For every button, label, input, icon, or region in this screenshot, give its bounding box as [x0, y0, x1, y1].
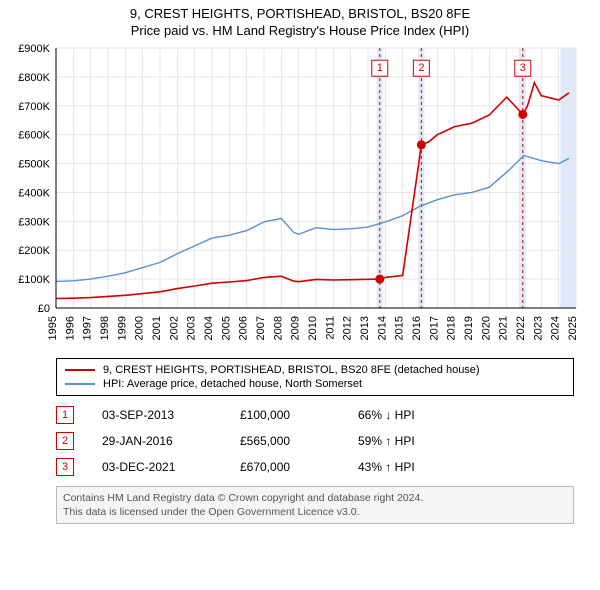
sale-events-table: 1 03-SEP-2013 £100,000 66% ↓ HPI 2 29-JAN-201… — [56, 402, 574, 480]
svg-text:1997: 1997 — [82, 316, 94, 340]
sale-date: 03-DEC-2021 — [102, 460, 212, 474]
sale-hpi-delta: 59% ↑ HPI — [358, 434, 415, 448]
chart-area: 1 2 3 £0 £100K £200K £300K £400K £500K £600K £700K… — [0, 38, 600, 348]
svg-text:2018: 2018 — [446, 316, 458, 340]
legend-label: HPI: Average price, detached house, Nort… — [103, 378, 362, 390]
svg-text:2015: 2015 — [394, 316, 406, 340]
chart-titles: 9, CREST HEIGHTS, PORTISHEAD, BRISTOL, B… — [0, 0, 600, 38]
sale-row: 3 03-DEC-2021 £670,000 43% ↑ HPI — [56, 454, 574, 480]
svg-text:2002: 2002 — [168, 316, 180, 340]
chart-title-address: 9, CREST HEIGHTS, PORTISHEAD, BRISTOL, B… — [0, 6, 600, 21]
svg-text:1995: 1995 — [47, 316, 59, 340]
svg-text:1999: 1999 — [116, 316, 128, 340]
legend-swatch — [65, 383, 95, 385]
svg-text:1996: 1996 — [64, 316, 76, 340]
svg-text:2009: 2009 — [290, 316, 302, 340]
svg-text:2008: 2008 — [272, 316, 284, 340]
svg-text:£700K: £700K — [18, 101, 50, 113]
svg-text:2000: 2000 — [134, 316, 146, 340]
svg-text:2021: 2021 — [498, 316, 510, 340]
svg-text:£200K: £200K — [18, 245, 50, 257]
legend-swatch — [65, 369, 95, 371]
svg-text:1: 1 — [377, 62, 383, 74]
sale-price: £565,000 — [240, 434, 330, 448]
legend-label: 9, CREST HEIGHTS, PORTISHEAD, BRISTOL, B… — [103, 364, 480, 376]
svg-text:2020: 2020 — [480, 316, 492, 340]
chart-title-subtitle: Price paid vs. HM Land Registry's House … — [0, 23, 600, 38]
svg-text:1998: 1998 — [99, 316, 111, 340]
line-chart-svg: 1 2 3 £0 £100K £200K £300K £400K £500K £600K £700K… — [0, 38, 600, 348]
svg-text:2022: 2022 — [515, 316, 527, 340]
svg-text:2006: 2006 — [238, 316, 250, 340]
sale-date: 03-SEP-2013 — [102, 408, 212, 422]
legend-item: 9, CREST HEIGHTS, PORTISHEAD, BRISTOL, B… — [65, 363, 565, 377]
svg-text:£600K: £600K — [18, 130, 50, 142]
svg-text:2019: 2019 — [463, 316, 475, 340]
svg-text:2013: 2013 — [359, 316, 371, 340]
sale-row: 1 03-SEP-2013 £100,000 66% ↓ HPI — [56, 402, 574, 428]
svg-text:2016: 2016 — [411, 316, 423, 340]
sale-price: £670,000 — [240, 460, 330, 474]
sale-number-badge: 1 — [56, 406, 74, 424]
svg-text:2014: 2014 — [376, 316, 388, 340]
sale-hpi-delta: 66% ↓ HPI — [358, 408, 415, 422]
sale-number-badge: 2 — [56, 432, 74, 450]
svg-text:2023: 2023 — [532, 316, 544, 340]
svg-text:2: 2 — [418, 62, 424, 74]
svg-text:2001: 2001 — [151, 316, 163, 340]
svg-text:2017: 2017 — [428, 316, 440, 340]
svg-text:2003: 2003 — [186, 316, 198, 340]
svg-text:£900K: £900K — [18, 43, 50, 55]
footer-line-2: This data is licensed under the Open Gov… — [63, 505, 567, 519]
attribution-footer: Contains HM Land Registry data © Crown c… — [56, 486, 574, 524]
sale-date: 29-JAN-2016 — [102, 434, 212, 448]
svg-text:£100K: £100K — [18, 274, 50, 286]
svg-text:2010: 2010 — [307, 316, 319, 340]
legend: 9, CREST HEIGHTS, PORTISHEAD, BRISTOL, B… — [56, 358, 574, 396]
sale-price: £100,000 — [240, 408, 330, 422]
footer-line-1: Contains HM Land Registry data © Crown c… — [63, 491, 567, 505]
sale-hpi-delta: 43% ↑ HPI — [358, 460, 415, 474]
svg-text:£400K: £400K — [18, 187, 50, 199]
svg-text:2005: 2005 — [220, 316, 232, 340]
svg-text:3: 3 — [520, 62, 526, 74]
legend-item: HPI: Average price, detached house, Nort… — [65, 377, 565, 391]
svg-text:£500K: £500K — [18, 159, 50, 171]
svg-text:2012: 2012 — [342, 316, 354, 340]
svg-text:£0: £0 — [38, 303, 50, 315]
sale-row: 2 29-JAN-2016 £565,000 59% ↑ HPI — [56, 428, 574, 454]
svg-text:2025: 2025 — [567, 316, 579, 340]
sale-number-badge: 3 — [56, 458, 74, 476]
svg-text:2007: 2007 — [255, 316, 267, 340]
svg-text:£800K: £800K — [18, 72, 50, 84]
svg-text:2024: 2024 — [550, 316, 562, 340]
price-vs-hpi-figure: { "header": { "line1": "9, CREST HEIGHTS… — [0, 0, 600, 524]
svg-text:£300K: £300K — [18, 216, 50, 228]
svg-text:2004: 2004 — [203, 316, 215, 340]
svg-text:2011: 2011 — [324, 316, 336, 340]
